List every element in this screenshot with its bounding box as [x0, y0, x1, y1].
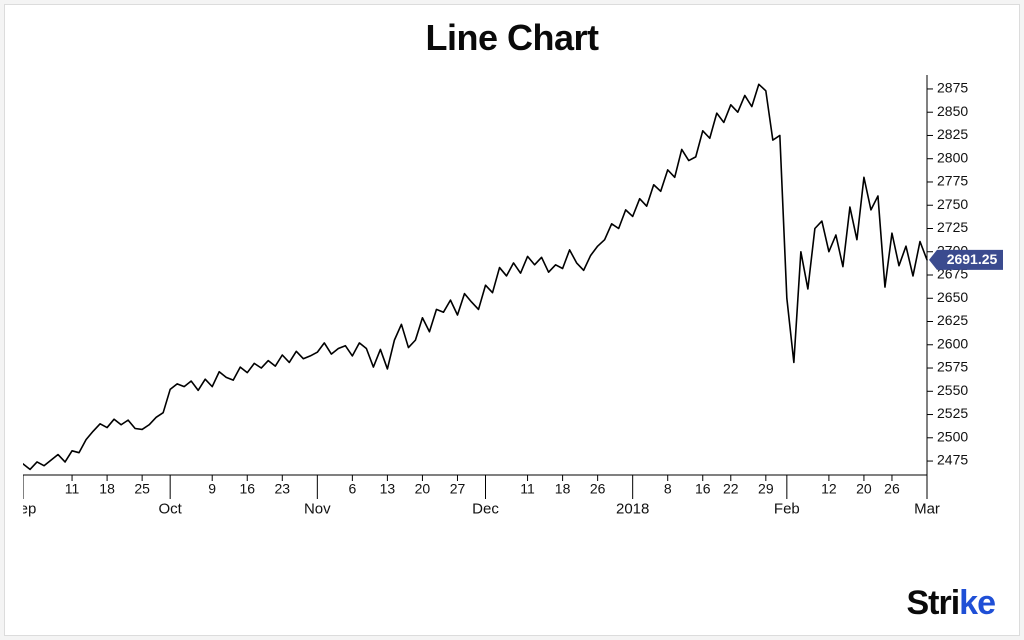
brand-text-black: Stri — [906, 584, 959, 623]
line-chart: 2475250025252550257526002625265026752700… — [23, 75, 1003, 555]
svg-text:20: 20 — [415, 480, 431, 496]
svg-text:8: 8 — [664, 480, 672, 496]
svg-text:25: 25 — [134, 480, 150, 496]
svg-text:16: 16 — [239, 480, 255, 496]
svg-text:2691.25: 2691.25 — [947, 251, 998, 267]
svg-text:29: 29 — [758, 480, 774, 496]
svg-text:2650: 2650 — [937, 289, 968, 305]
svg-text:23: 23 — [274, 480, 290, 496]
svg-text:27: 27 — [450, 480, 466, 496]
svg-text:Mar: Mar — [914, 500, 940, 517]
svg-text:2800: 2800 — [937, 149, 968, 165]
svg-text:2850: 2850 — [937, 103, 968, 119]
svg-text:26: 26 — [884, 480, 900, 496]
chart-area: 2475250025252550257526002625265026752700… — [23, 75, 1003, 555]
svg-text:2475: 2475 — [937, 452, 968, 468]
brand-text-blue: ke — [959, 584, 995, 623]
svg-text:Nov: Nov — [304, 500, 331, 517]
svg-text:9: 9 — [208, 480, 216, 496]
svg-text:2600: 2600 — [937, 335, 968, 351]
svg-text:2525: 2525 — [937, 405, 968, 421]
svg-text:Oct: Oct — [158, 500, 182, 517]
svg-text:Feb: Feb — [774, 500, 800, 517]
svg-text:18: 18 — [555, 480, 571, 496]
svg-text:2625: 2625 — [937, 312, 968, 328]
svg-text:20: 20 — [856, 480, 872, 496]
svg-text:16: 16 — [695, 480, 711, 496]
svg-text:26: 26 — [590, 480, 606, 496]
svg-text:2725: 2725 — [937, 219, 968, 235]
svg-text:Dec: Dec — [472, 500, 499, 517]
svg-text:11: 11 — [520, 480, 535, 496]
svg-text:13: 13 — [380, 480, 396, 496]
brand-logo: Strike — [906, 584, 995, 623]
chart-title: Line Chart — [5, 17, 1019, 59]
svg-text:2575: 2575 — [937, 359, 968, 375]
svg-text:2550: 2550 — [937, 382, 968, 398]
svg-text:11: 11 — [65, 480, 80, 496]
svg-text:2500: 2500 — [937, 428, 968, 444]
svg-text:18: 18 — [99, 480, 115, 496]
svg-text:Sep: Sep — [23, 500, 36, 517]
svg-text:2775: 2775 — [937, 173, 968, 189]
svg-text:2018: 2018 — [616, 500, 649, 517]
svg-text:2875: 2875 — [937, 80, 968, 96]
svg-text:2750: 2750 — [937, 196, 968, 212]
svg-text:12: 12 — [821, 480, 837, 496]
chart-card: Line Chart 24752500252525502575260026252… — [4, 4, 1020, 636]
svg-text:22: 22 — [723, 480, 739, 496]
svg-text:6: 6 — [348, 480, 356, 496]
svg-text:2825: 2825 — [937, 126, 968, 142]
